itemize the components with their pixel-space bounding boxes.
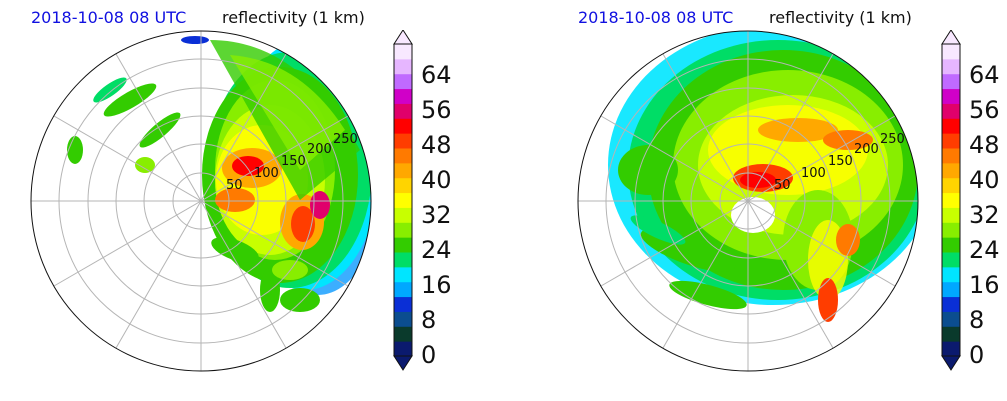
colorbar-swatch xyxy=(394,177,412,194)
colorbar-swatch xyxy=(942,162,960,179)
colorbar-tick: 48 xyxy=(969,131,1000,159)
colorbar-swatch xyxy=(942,177,960,194)
colorbar-swatch xyxy=(942,88,960,104)
colorbar-swatch xyxy=(942,44,960,60)
range-label: 200 xyxy=(854,142,879,157)
colorbar-swatch xyxy=(394,252,412,268)
colorbar-swatch xyxy=(394,311,412,327)
colorbar-swatch xyxy=(942,118,960,134)
colorbar-swatches xyxy=(393,30,413,371)
colorbar-swatch xyxy=(942,311,960,327)
timestamp-label: 2018-10-08 08 UTC xyxy=(578,8,734,27)
colorbar: 64 56 48 40 32 24 16 8 0 xyxy=(393,30,473,375)
colorbar-swatch xyxy=(394,207,412,223)
colorbar-swatch xyxy=(394,118,412,134)
colorbar-swatch xyxy=(394,133,412,149)
colorbar-swatch xyxy=(942,341,960,357)
colorbar-tick: 64 xyxy=(421,61,452,89)
radar-polar-plot: 50 100 150 200 250 xyxy=(577,30,919,372)
colorbar-swatch xyxy=(942,207,960,223)
radar-boundary xyxy=(30,30,372,372)
colorbar-swatch xyxy=(942,281,960,298)
range-label: 150 xyxy=(281,154,306,169)
colorbar-swatch xyxy=(942,252,960,268)
colorbar-swatch xyxy=(394,341,412,357)
radar-boundary xyxy=(577,30,919,372)
range-label: 100 xyxy=(254,166,279,181)
colorbar: 64 56 48 40 32 24 16 8 0 xyxy=(941,30,1007,375)
colorbar-swatch xyxy=(394,162,412,179)
colorbar-tick: 0 xyxy=(421,341,437,369)
range-label: 250 xyxy=(333,132,358,147)
colorbar-swatch xyxy=(394,222,412,238)
colorbar-swatch xyxy=(942,148,960,164)
colorbar-tick: 32 xyxy=(421,201,452,229)
colorbar-swatch xyxy=(942,58,960,75)
colorbar-tick: 48 xyxy=(421,131,452,159)
colorbar-tick: 16 xyxy=(969,271,1000,299)
reflectivity-field xyxy=(67,31,371,312)
colorbar-swatch xyxy=(394,73,412,90)
colorbar-swatch xyxy=(942,192,960,208)
colorbar-swatch xyxy=(942,326,960,342)
colorbar-tick: 24 xyxy=(421,236,452,264)
colorbar-swatch xyxy=(942,266,960,283)
colorbar-tick: 32 xyxy=(969,201,1000,229)
colorbar-swatch xyxy=(394,58,412,75)
colorbar-swatch xyxy=(394,266,412,283)
radar-panel-right: 2018-10-08 08 UTC reflectivity (1 km) xyxy=(548,0,1007,401)
colorbar-tick: 24 xyxy=(969,236,1000,264)
colorbar-swatch xyxy=(942,133,960,149)
radar-polar-plot: 50 100 150 200 250 xyxy=(30,30,372,372)
range-label: 150 xyxy=(828,154,853,169)
colorbar-swatch xyxy=(394,148,412,164)
colorbar-swatch xyxy=(942,296,960,312)
range-label: 100 xyxy=(801,166,826,181)
colorbar-tick: 56 xyxy=(969,96,1000,124)
range-label: 50 xyxy=(774,178,791,193)
azimuth-lines xyxy=(31,31,371,371)
colorbar-tick: 40 xyxy=(421,166,452,194)
colorbar-swatches xyxy=(941,30,961,371)
colorbar-swatch xyxy=(942,222,960,238)
colorbar-swatch xyxy=(942,73,960,90)
colorbar-swatch xyxy=(394,281,412,298)
colorbar-tick: 8 xyxy=(421,306,437,334)
range-label: 50 xyxy=(226,178,243,193)
colorbar-swatch xyxy=(394,192,412,208)
colorbar-swatch xyxy=(394,88,412,104)
colorbar-tick: 16 xyxy=(421,271,452,299)
azimuth-lines xyxy=(578,31,918,371)
colorbar-tick: 64 xyxy=(969,61,1000,89)
colorbar-swatch xyxy=(942,237,960,253)
colorbar-tick: 8 xyxy=(969,306,985,334)
colorbar-swatch xyxy=(394,44,412,60)
radar-panel-left: 2018-10-08 08 UTC reflectivity (1 km) xyxy=(0,0,500,401)
colorbar-tick: 0 xyxy=(969,341,985,369)
colorbar-tick: 40 xyxy=(969,166,1000,194)
colorbar-swatch xyxy=(394,326,412,342)
range-label: 250 xyxy=(880,132,905,147)
range-label: 200 xyxy=(307,142,332,157)
colorbar-swatch xyxy=(942,103,960,119)
colorbar-tick: 56 xyxy=(421,96,452,124)
colorbar-swatch xyxy=(394,237,412,253)
product-title: reflectivity (1 km) xyxy=(222,8,365,27)
colorbar-swatch xyxy=(394,296,412,312)
product-title: reflectivity (1 km) xyxy=(769,8,912,27)
timestamp-label: 2018-10-08 08 UTC xyxy=(31,8,187,27)
colorbar-swatch xyxy=(394,103,412,119)
